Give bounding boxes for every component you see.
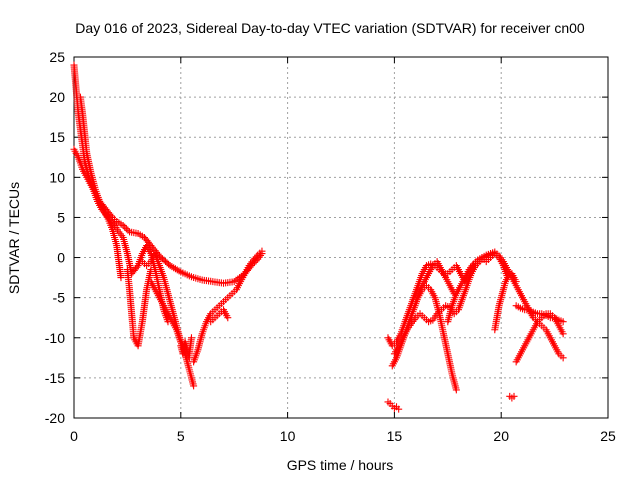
data-point	[190, 382, 198, 390]
data-point	[117, 274, 125, 282]
plot-frame	[73, 56, 609, 419]
x-tick-label: 25	[600, 428, 616, 444]
y-tick-label: -10	[45, 330, 65, 346]
data-point	[133, 263, 141, 271]
series-arc-a4	[123, 266, 155, 350]
series-arc-b10	[512, 310, 567, 366]
y-tick-label: 20	[49, 89, 65, 105]
chart-title: Day 016 of 2023, Sidereal Day-to-day VTE…	[75, 20, 585, 36]
data-point	[124, 226, 132, 234]
y-tick-label: 5	[57, 209, 65, 225]
data-point	[121, 223, 129, 231]
y-tick-label: -15	[45, 370, 65, 386]
x-tick-label: 0	[70, 428, 78, 444]
series-arc-b8	[506, 392, 518, 402]
x-axis-label: GPS time / hours	[287, 457, 394, 473]
series-arc-a6	[147, 278, 198, 390]
series-arc-a3	[76, 93, 125, 282]
data-point	[170, 264, 178, 272]
data-point	[559, 318, 567, 326]
y-tick-label: 10	[49, 169, 65, 185]
x-tick-label: 20	[493, 428, 509, 444]
y-tick-label: 15	[49, 129, 65, 145]
data-point	[173, 266, 181, 274]
series-arc-b6	[444, 248, 567, 362]
data-point	[175, 267, 183, 275]
series-arc-a9	[207, 306, 232, 326]
y-tick-label: -5	[53, 290, 66, 306]
y-tick-label: 25	[49, 49, 65, 65]
data-points	[70, 61, 567, 413]
axis-ticks	[73, 56, 609, 419]
series-arc-b1	[384, 398, 403, 413]
data-point	[187, 334, 195, 342]
series-arc-b5	[412, 258, 458, 302]
data-point	[119, 221, 127, 229]
x-tick-label: 5	[177, 428, 185, 444]
data-point	[559, 354, 567, 362]
y-tick-label: -20	[45, 410, 65, 426]
data-point	[452, 386, 460, 394]
data-point	[512, 278, 520, 286]
data-point	[171, 265, 179, 273]
x-tick-label: 15	[387, 428, 403, 444]
series-arc-a8	[177, 334, 195, 358]
y-axis-label: SDTVAR / TECUs	[6, 182, 22, 294]
series-arc-a1	[70, 145, 266, 287]
series-arc-b7	[491, 270, 520, 334]
data-point	[232, 276, 240, 284]
data-point	[395, 405, 403, 413]
data-point	[510, 392, 518, 400]
data-point	[147, 266, 155, 274]
y-tick-label: 0	[57, 250, 65, 266]
data-point	[252, 253, 260, 261]
data-point	[559, 330, 567, 338]
data-point	[230, 278, 238, 286]
data-point	[122, 225, 130, 233]
data-point	[224, 314, 232, 322]
series-arc-b4	[390, 250, 497, 358]
grid-lines	[74, 57, 608, 418]
data-point	[168, 263, 176, 271]
data-point	[166, 262, 174, 270]
x-tick-label: 10	[280, 428, 296, 444]
axis-tick-labels: 0 5 10 15 20 25 -20 -15 -10 -5 0 5 10 15 20 25	[45, 49, 616, 444]
data-point	[258, 247, 266, 255]
